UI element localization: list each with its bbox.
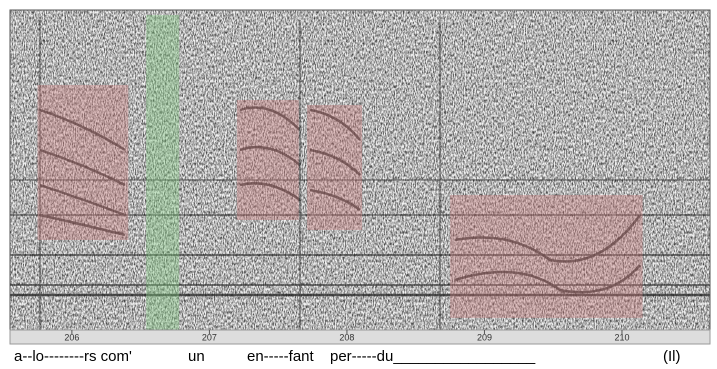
x-tick-label: 207 xyxy=(202,332,217,342)
lyric-text: per-----du_________________ xyxy=(330,348,536,365)
x-tick-label: 208 xyxy=(339,332,354,342)
x-tick-label: 209 xyxy=(477,332,492,342)
highlight-region xyxy=(450,195,643,318)
harmonics xyxy=(10,20,710,330)
highlight-region xyxy=(236,100,299,220)
lyric-text: (Il) xyxy=(663,348,681,365)
lyric-text: un xyxy=(188,348,205,365)
highlight-region xyxy=(37,85,129,240)
time-axis xyxy=(9,329,711,345)
x-tick-label: 206 xyxy=(64,332,79,342)
lyric-text: a--lo--------rs com' xyxy=(14,348,132,365)
highlight-region xyxy=(146,15,180,330)
x-tick-label: 210 xyxy=(614,332,629,342)
lyric-text: en-----fant xyxy=(247,348,315,365)
spectrogram-texture xyxy=(10,10,710,330)
highlight-region xyxy=(307,105,363,230)
